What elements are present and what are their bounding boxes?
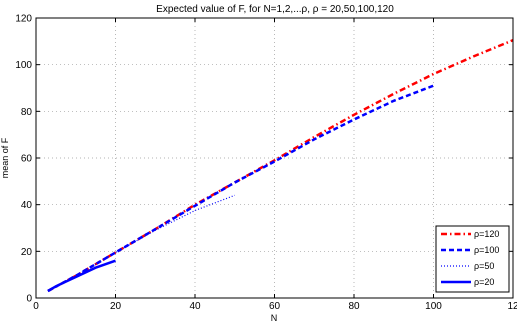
series-line-3	[47, 259, 116, 293]
x-tick-label: 60	[269, 301, 281, 312]
chart-title: Expected value of F, for N=1,2,...ρ, ρ =…	[156, 4, 394, 15]
series-line-0	[47, 39, 514, 293]
legend-label-1: ρ=100	[474, 245, 499, 255]
x-tick-label: 40	[189, 301, 201, 312]
series-line-2	[47, 194, 236, 292]
y-tick-label: 0	[26, 294, 32, 305]
legend-label-3: ρ=20	[474, 277, 494, 287]
x-tick-label: 12	[507, 301, 517, 312]
y-tick-label: 20	[21, 247, 33, 258]
x-axis-label: N	[271, 313, 278, 323]
y-axis-label: mean of F	[0, 137, 10, 178]
y-tick-label: 120	[15, 14, 32, 25]
x-tick-label: 100	[425, 301, 442, 312]
series-group	[47, 39, 514, 293]
x-tick-label: 0	[33, 301, 39, 312]
y-tick-label: 100	[15, 60, 32, 71]
series-line-1	[47, 84, 434, 293]
legend: ρ=120 ρ=100 ρ=50 ρ=20	[435, 225, 510, 293]
legend-label-2: ρ=50	[474, 261, 494, 271]
y-tick-label: 40	[21, 200, 33, 211]
x-tick-label: 20	[110, 301, 122, 312]
grid	[36, 18, 513, 298]
x-tick-label: 80	[348, 301, 360, 312]
legend-label-0: ρ=120	[474, 229, 499, 239]
y-tick-label: 80	[21, 107, 33, 118]
y-tick-label: 60	[21, 154, 33, 165]
